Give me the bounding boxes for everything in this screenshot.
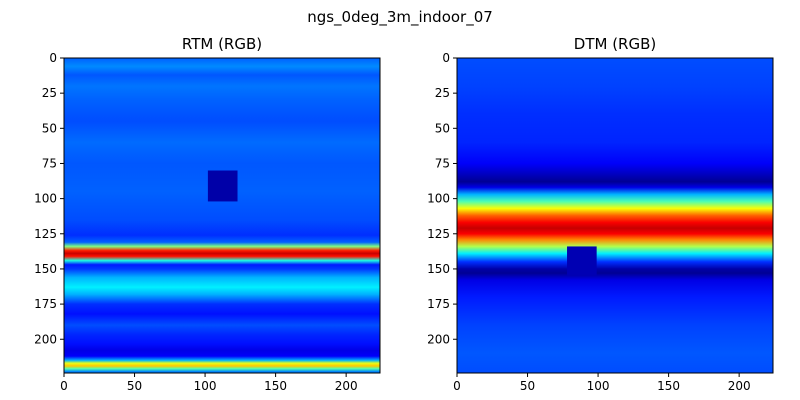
rtm-y-tick-label: 0 [49,51,57,65]
rtm-heatmap-field [64,58,380,373]
rtm-title: RTM (RGB) [182,35,262,53]
dtm-y-tick-label: 50 [435,121,450,135]
dtm-heatmap-field [457,58,773,373]
rtm-x-tick-label: 0 [60,379,68,393]
dtm-y-tick-label: 100 [427,192,450,206]
rtm-x-tick-label: 100 [194,379,217,393]
dtm-x-tick-label: 150 [657,379,680,393]
dtm-y-tick-label: 200 [427,332,450,346]
dtm-y-tick-label: 150 [427,262,450,276]
dtm-y-tick-label: 125 [427,227,450,241]
figure-title: ngs_0deg_3m_indoor_07 [307,8,493,27]
rtm-y-tick-label: 75 [42,156,57,170]
dtm-x-tick-label: 200 [728,379,751,393]
dtm-y-tick-label: 0 [442,51,450,65]
dtm-axes-frame [456,57,774,374]
dtm-y-tick-label: 175 [427,297,450,311]
rtm-x-tick-label: 200 [335,379,358,393]
dtm-x-tick-label: 100 [587,379,610,393]
dtm-title: DTM (RGB) [574,35,656,53]
rtm-axes-frame [63,57,381,374]
rtm-y-tick-label: 25 [42,86,57,100]
rtm-y-tick-label: 50 [42,121,57,135]
rtm-dark-block [207,170,238,202]
dtm-y-tick-label: 25 [435,86,450,100]
rtm-y-tick-label: 125 [34,227,57,241]
dtm-dark-block [567,246,597,276]
dtm-x-tick-label: 0 [453,379,461,393]
rtm-heatmap-panel: RTM (RGB) 0 50 100 150 200 0 25 50 75 100 125 150 17… [34,35,381,393]
rtm-y-tick-label: 100 [34,192,57,206]
rtm-y-tick-label: 200 [34,332,57,346]
dtm-y-tick-label: 75 [435,156,450,170]
rtm-y-tick-label: 175 [34,297,57,311]
rtm-y-tick-label: 150 [34,262,57,276]
dtm-x-tick-label: 50 [520,379,535,393]
dtm-heatmap-panel: DTM (RGB) 0 50 100 150 200 0 25 50 75 100 125 150 17… [427,35,774,393]
rtm-x-tick-label: 150 [264,379,287,393]
rtm-x-tick-label: 50 [127,379,142,393]
